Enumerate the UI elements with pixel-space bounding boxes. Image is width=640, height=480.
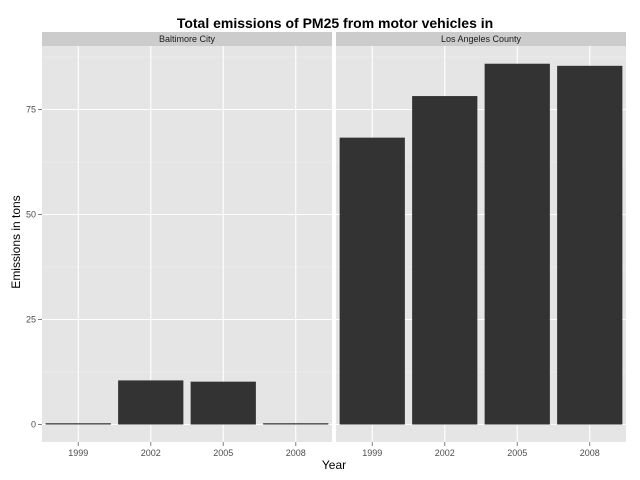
y-axis: 0 25 50 75 <box>26 105 42 430</box>
facet-strip-label: Baltimore City <box>159 34 216 44</box>
bar-2002 <box>412 96 478 425</box>
x-tick-label: 2002 <box>435 448 455 458</box>
bar-2002 <box>118 380 184 425</box>
facet-strip-label: Los Angeles County <box>441 34 522 44</box>
panel-background <box>42 46 332 442</box>
facet-strip <box>336 32 626 46</box>
y-tick-label: 50 <box>26 210 36 220</box>
bar-1999 <box>45 423 111 425</box>
facet-strip <box>42 32 332 46</box>
x-tick-label: 2008 <box>580 448 600 458</box>
x-axis-title: Year <box>322 458 346 472</box>
y-tick-label: 25 <box>26 315 36 325</box>
bar-1999 <box>339 137 405 425</box>
x-tick-label: 2008 <box>286 448 306 458</box>
x-tick-label: 1999 <box>68 448 88 458</box>
bar-2005 <box>190 381 256 425</box>
panel-0: Baltimore City 1999 2002 2005 2008 <box>42 32 332 458</box>
panel-1: Los Angeles County 1999 2002 2005 2008 <box>336 32 626 458</box>
x-tick-label: 2002 <box>141 448 161 458</box>
chart-title: Total emissions of PM25 from motor vehic… <box>177 15 493 31</box>
y-axis-title: Emissions in tons <box>9 195 23 288</box>
x-tick-label: 1999 <box>362 448 382 458</box>
y-tick-label: 75 <box>26 105 36 115</box>
bar-2005 <box>484 63 550 425</box>
x-tick-label: 2005 <box>213 448 233 458</box>
y-tick-label: 0 <box>31 420 36 430</box>
bar-2008 <box>557 65 623 425</box>
bar-2008 <box>263 423 329 425</box>
x-tick-label: 2005 <box>507 448 527 458</box>
